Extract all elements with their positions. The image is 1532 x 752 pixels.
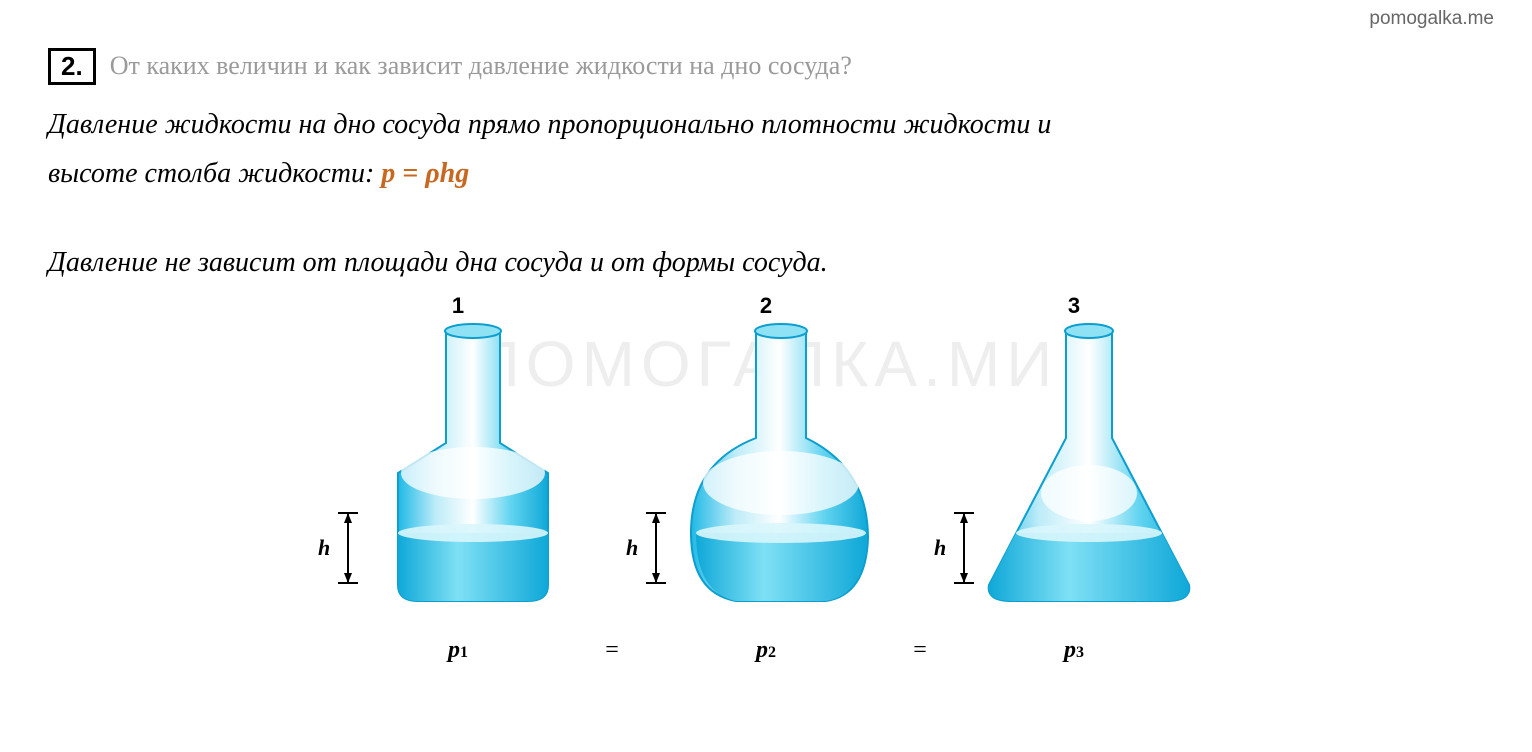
flask-3-h-marker: h — [934, 511, 976, 585]
flask-1-svg: h — [328, 323, 588, 613]
eq-1: = — [588, 637, 636, 664]
flask-2-number: 2 — [760, 293, 772, 319]
flask-1-h-marker: h — [318, 511, 360, 585]
answer-line-1: Давление жидкости на дно сосуда прямо пр… — [48, 103, 1484, 146]
content-area: 2. От каких величин и как зависит давлен… — [0, 0, 1532, 713]
flask-2-h-label: h — [626, 535, 638, 561]
diagram-area: ПОМОГАЛКА.МИ 1 — [48, 293, 1484, 713]
flask-1-number: 1 — [452, 293, 464, 319]
flask-2: 2 — [636, 293, 896, 613]
p2-label: p2 — [636, 637, 896, 664]
flask-3-h-label: h — [934, 535, 946, 561]
pressure-row: p1 = p2 = p3 — [48, 637, 1484, 664]
p3-label: p3 — [944, 637, 1204, 664]
p1-label: p1 — [328, 637, 588, 664]
flask-2-svg: h — [636, 323, 896, 613]
flask-1-h-label: h — [318, 535, 330, 561]
flask-3-svg: h — [944, 323, 1204, 613]
flask-3-number: 3 — [1068, 293, 1080, 319]
answer-line-3: Давление не зависит от площади дна сосуд… — [48, 241, 1484, 284]
flask-1: 1 — [328, 293, 588, 613]
answer-line-2-prefix: высоте столба жидкости: — [48, 158, 381, 189]
flask-2-h-marker: h — [626, 511, 668, 585]
formula: p = ρhg — [381, 158, 469, 189]
question-text: От каких величин и как зависит давление … — [110, 48, 852, 81]
question-row: 2. От каких величин и как зависит давлен… — [48, 48, 1484, 85]
eq-2: = — [896, 637, 944, 664]
question-number-box: 2. — [48, 48, 96, 85]
site-watermark: pomogalka.me — [1369, 8, 1494, 30]
flasks-row: 1 — [48, 293, 1484, 613]
flask-3: 3 — [944, 293, 1204, 613]
answer-line-2: высоте столба жидкости: p = ρhg — [48, 152, 1484, 195]
